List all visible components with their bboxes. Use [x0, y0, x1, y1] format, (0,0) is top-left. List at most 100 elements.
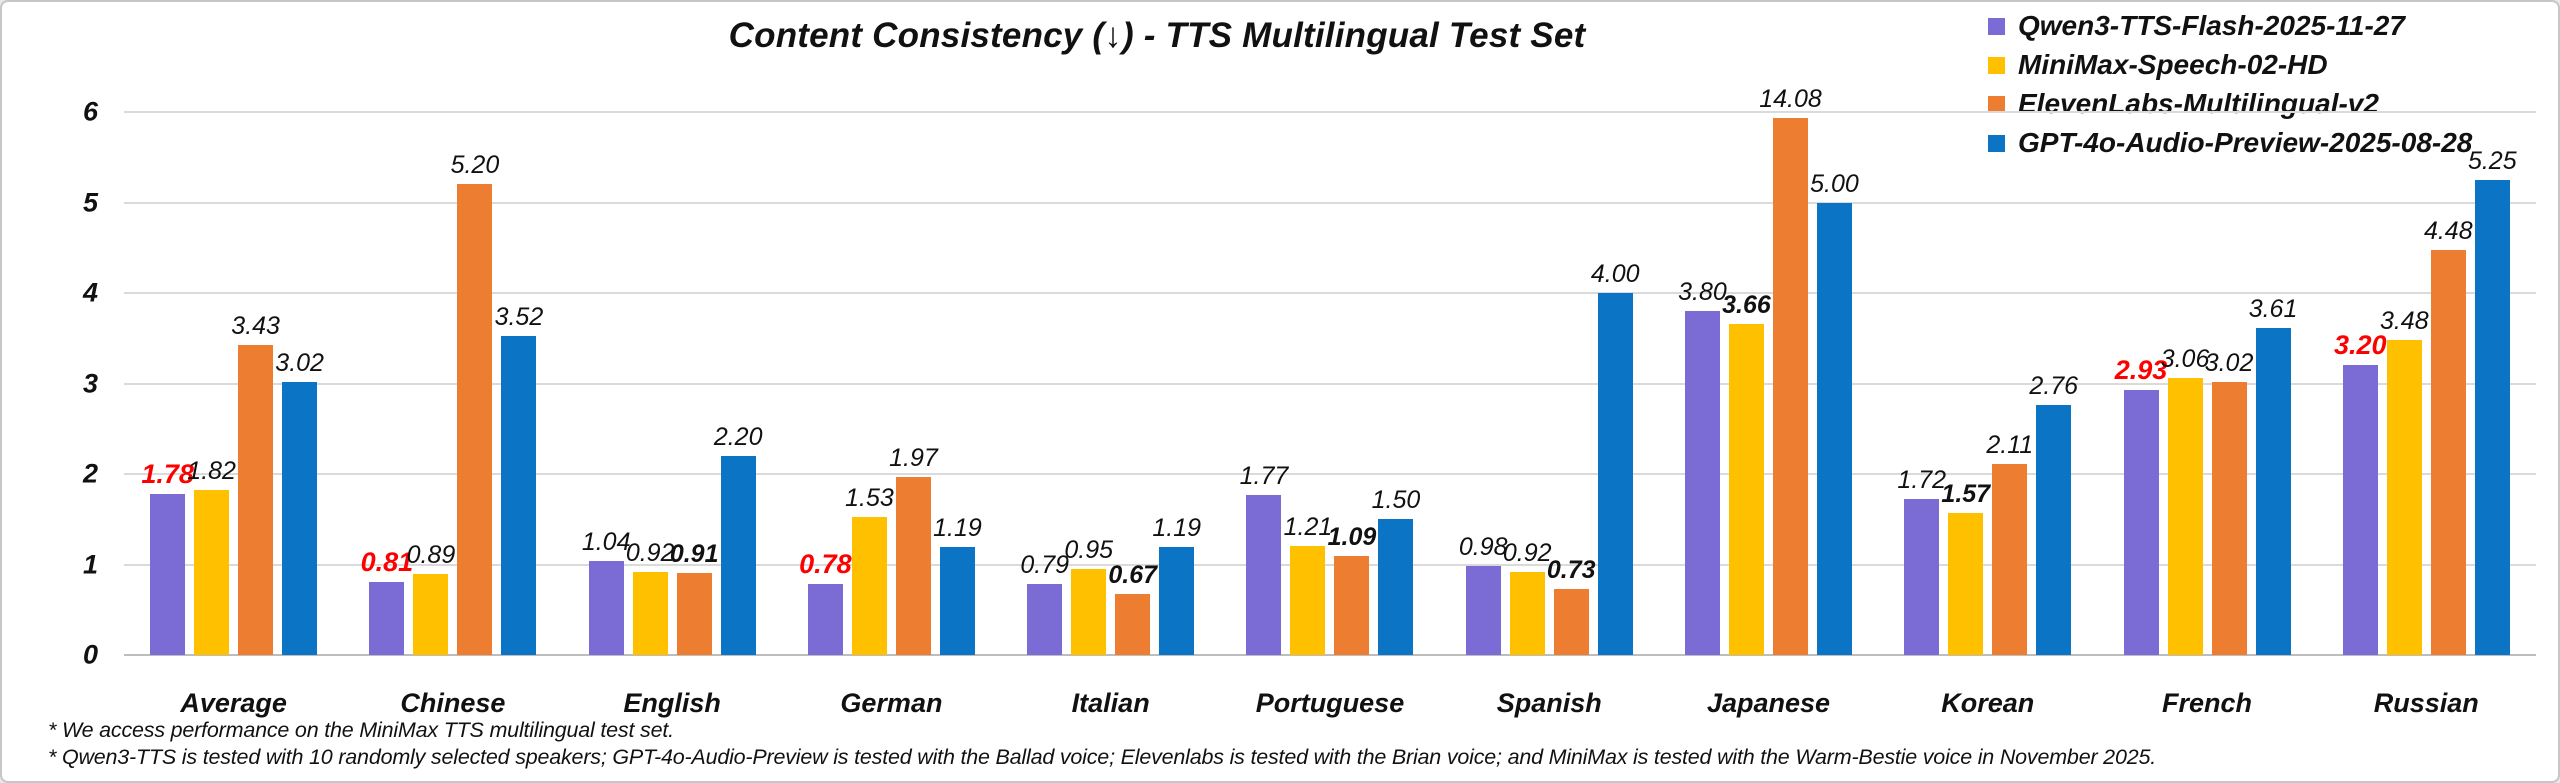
bar-chinese-series-1 [413, 574, 449, 655]
bar-russian-series-3 [2474, 179, 2510, 655]
category-label-german: German [840, 688, 943, 718]
bar-spanish-series-0 [1465, 566, 1501, 655]
category-label-french: French [2162, 688, 2253, 718]
bar-slot: 1.04 [582, 529, 631, 655]
legend-item: Qwen3-TTS-Flash-2025-11-27 [1988, 10, 2472, 42]
footnote-line-1: * We access performance on the MiniMax T… [48, 718, 674, 742]
category-label-portuguese: Portuguese [1255, 688, 1405, 718]
bar-slot: 0.92 [1503, 540, 1552, 655]
bar-english-series-1 [632, 571, 668, 655]
value-label: 0.67 [1108, 561, 1158, 590]
value-label: 1.19 [1152, 514, 1202, 543]
bar-slot: 0.79 [1020, 552, 1069, 655]
value-label: 2.20 [713, 422, 763, 451]
bar-slot: 1.21 [1284, 514, 1332, 655]
bar-group-french: 2.93 3.06 3.02 3.61 [2097, 30, 2316, 655]
value-label: 0.79 [1020, 550, 1070, 579]
bar-group-russian: 3.20 3.48 4.48 5.25 [2317, 30, 2536, 655]
value-label: 3.02 [275, 348, 324, 377]
value-label: 0.98 [1458, 533, 1508, 562]
value-label: 1.19 [933, 514, 982, 543]
bar-japanese-series-1 [1728, 323, 1764, 655]
value-label: 1.21 [1283, 512, 1333, 541]
category-label-chinese: Chinese [400, 688, 506, 718]
bar-french-series-0 [2123, 389, 2159, 655]
value-label: 0.92 [625, 538, 675, 567]
footnotes: * We access performance on the MiniMax T… [48, 717, 2156, 771]
bar-spanish-series-2 [1553, 588, 1589, 655]
value-label: 1.53 [845, 483, 894, 512]
legend-item: GPT-4o-Audio-Preview-2025-08-28 [1988, 127, 2472, 159]
bar-group-korean: 1.72 1.57 2.11 2.76 [1878, 30, 2097, 655]
bar-group-portuguese: 1.77 1.21 1.09 1.50 [1220, 30, 1439, 655]
bar-slot: 1.19 [933, 516, 982, 655]
x-axis-category-labels: Average Chinese English German Italian Portug… [124, 688, 2536, 719]
bar-english-series-3 [720, 455, 756, 655]
y-tick-label: 4 [82, 277, 98, 308]
bar-slot: 2.93 [2115, 356, 2167, 655]
value-label: 1.50 [1371, 486, 1421, 515]
bar-group-japanese: 3.80 3.66 14.08 5.00 [1659, 30, 1878, 655]
plot-area: 1.78 1.82 3.43 3.02 0.81 0.89 5.20 3.52 1.04 0.92… [124, 30, 2536, 656]
bar-russian-series-0 [2342, 365, 2378, 655]
bar-chinese-series-0 [369, 581, 405, 655]
bar-slot: 3.02 [2205, 350, 2253, 655]
bar-korean-series-0 [1904, 499, 1940, 655]
value-label: 5.25 [2467, 146, 2517, 175]
bar-slot: 3.06 [2161, 347, 2209, 655]
bar-slot: 2.20 [714, 424, 763, 655]
bar-french-series-2 [2211, 381, 2247, 655]
value-label: 0.92 [1502, 538, 1552, 567]
bar-korean-series-3 [2036, 405, 2072, 655]
bar-japanese-series-0 [1684, 311, 1720, 655]
value-label: 0.91 [669, 539, 719, 568]
bar-average-series-0 [150, 493, 186, 655]
value-label: 0.73 [1546, 555, 1596, 584]
bar-japanese-series-2 [1772, 118, 1808, 655]
bar-slot: 2.76 [2029, 374, 2078, 655]
value-label: 2.93 [2114, 354, 2168, 385]
bar-slot: 0.98 [1459, 535, 1508, 655]
legend-label: GPT-4o-Audio-Preview-2025-08-28 [2018, 127, 2473, 158]
bar-slot: 3.02 [275, 350, 324, 655]
value-label: 3.61 [2248, 295, 2298, 324]
y-tick-label: 5 [82, 187, 98, 217]
y-tick-label: 0 [82, 639, 98, 670]
value-label: 2.11 [1986, 431, 2034, 460]
y-tick-label: 2 [82, 458, 98, 489]
bar-spanish-series-3 [1597, 293, 1633, 655]
bar-average-series-2 [238, 344, 274, 655]
bar-portuguese-series-0 [1246, 494, 1282, 655]
bar-german-series-3 [939, 547, 975, 655]
gridline [124, 111, 2536, 113]
bar-russian-series-1 [2386, 340, 2422, 655]
bar-slot: 14.08 [1759, 87, 1822, 655]
value-label: 4.00 [1590, 260, 1640, 288]
value-label: 1.09 [1327, 523, 1377, 552]
bar-korean-series-2 [1992, 464, 2028, 655]
value-label: 5.20 [450, 151, 500, 180]
value-label: 1.97 [889, 443, 938, 472]
bar-slot: 1.97 [889, 445, 938, 655]
bar-russian-series-2 [2430, 249, 2466, 655]
legend-swatch-icon [1988, 134, 2005, 152]
bar-french-series-1 [2167, 378, 2203, 655]
value-label: 0.95 [1064, 536, 1114, 565]
category-label-spanish: Spanish [1496, 688, 1602, 718]
value-label: 1.78 [141, 458, 194, 489]
bar-portuguese-series-2 [1334, 556, 1370, 655]
gridline [124, 654, 2536, 656]
bar-group-chinese: 0.81 0.89 5.20 3.52 [343, 30, 562, 655]
value-label: 1.82 [187, 457, 236, 486]
value-label: 14.08 [1759, 85, 1822, 114]
value-label: 1.77 [1239, 461, 1289, 490]
bar-slot: 4.48 [2424, 218, 2473, 655]
bar-slot: 0.91 [670, 541, 719, 655]
bar-slot: 3.80 [1678, 280, 1727, 655]
value-label: 3.06 [2160, 345, 2210, 374]
bar-italian-series-3 [1159, 547, 1195, 655]
bar-slot: 2.11 [1986, 433, 2033, 655]
bar-group-italian: 0.79 0.95 0.67 1.19 [1001, 30, 1220, 655]
category-label-korean: Korean [1941, 688, 2035, 718]
